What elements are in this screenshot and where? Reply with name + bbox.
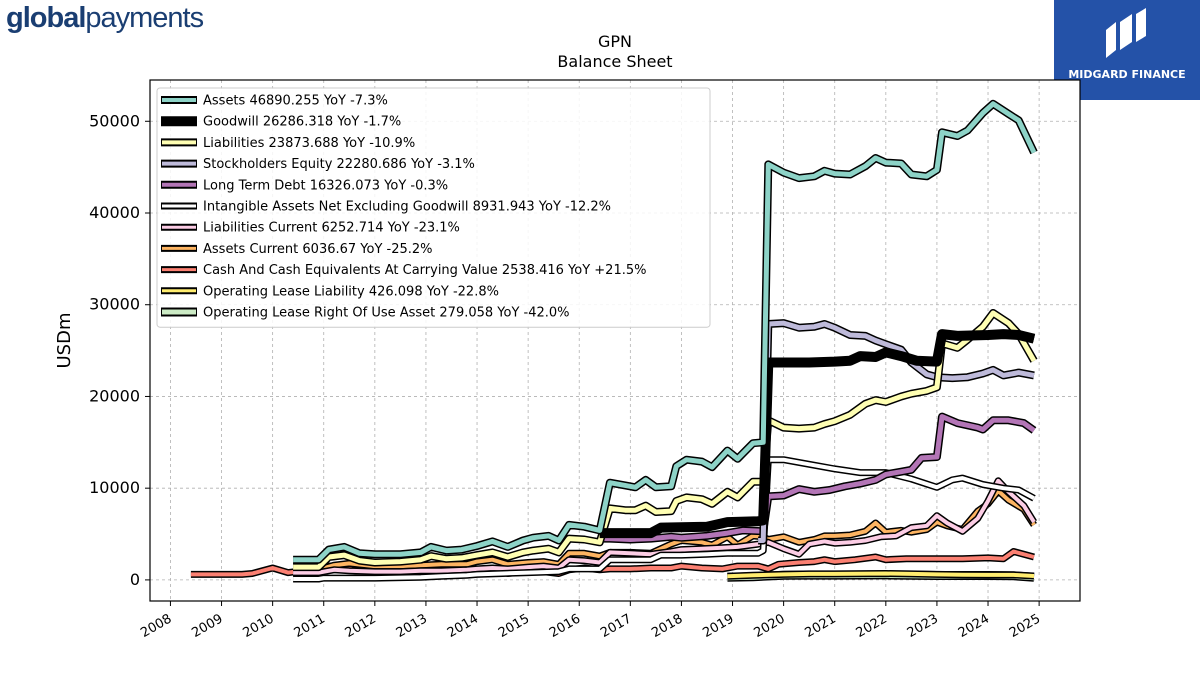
series-line — [599, 329, 1036, 539]
series-line — [293, 477, 1037, 577]
series-stroke — [293, 457, 1035, 581]
x-tick-label: 2018 — [649, 611, 685, 641]
x-tick-label: 2014 — [445, 611, 481, 641]
x-tick-label: 2017 — [598, 611, 634, 641]
legend-entry: Operating Lease Right Of Use Asset 279.0… — [203, 306, 570, 321]
legend-entry: Liabilities 23873.688 YoY -10.9% — [203, 136, 415, 151]
x-tick-label: 2013 — [394, 611, 430, 641]
midgard-finance-label: MIDGARD FINANCE — [1068, 68, 1186, 81]
x-tick-label: 2009 — [189, 611, 225, 641]
midgard-finance-logo: MIDGARD FINANCE — [1054, 0, 1200, 100]
x-tick-label: 2016 — [547, 611, 583, 641]
legend-entry: Stockholders Equity 22280.686 YoY -3.1% — [203, 157, 475, 172]
x-tick-label: 2019 — [700, 611, 736, 641]
series-stroke — [293, 310, 1037, 570]
x-tick-label: 2023 — [905, 611, 941, 641]
midgard-emblem-icon — [1106, 8, 1146, 58]
legend-entry: Intangible Assets Net Excluding Goodwill… — [203, 200, 611, 215]
x-tick-label: 2021 — [803, 611, 839, 641]
x-tick-label: 2008 — [138, 611, 174, 641]
series-stroke — [293, 478, 1036, 575]
series-stroke — [293, 101, 1037, 563]
y-tick-label: 0 — [130, 570, 140, 589]
legend-entry: Liabilities Current 6252.714 YoY -23.1% — [203, 221, 460, 236]
x-tick-label: 2010 — [240, 611, 276, 641]
legend-entry: Cash And Cash Equivalents At Carrying Va… — [203, 263, 646, 278]
x-tick-label: 2015 — [496, 611, 532, 641]
series-stroke — [599, 330, 1035, 537]
x-tick-label: 2022 — [854, 611, 890, 641]
y-tick-label: 50000 — [89, 111, 140, 130]
x-tick-label: 2011 — [292, 611, 328, 641]
legend-entry: Goodwill 26286.318 YoY -1.7% — [203, 115, 401, 130]
legend-box — [156, 87, 711, 328]
legend-entry: Long Term Debt 16326.073 YoY -0.3% — [203, 178, 448, 193]
y-axis-label: USDm — [54, 313, 75, 369]
x-tick-label: 2020 — [751, 611, 787, 641]
y-tick-label: 40000 — [89, 203, 140, 222]
series-stroke — [727, 571, 1035, 579]
global-payments-logo: globalpayments — [6, 2, 204, 34]
series-stroke — [758, 320, 1035, 543]
series-line — [758, 319, 1035, 545]
legend-entry: Operating Lease Liability 426.098 YoY -2… — [203, 284, 499, 299]
series-line — [727, 570, 1035, 580]
series-line — [599, 412, 1037, 544]
x-tick-label: 2012 — [343, 611, 379, 641]
y-tick-label: 20000 — [89, 386, 140, 405]
x-tick-label: 2024 — [956, 611, 992, 641]
legend-entry: Assets 46890.255 YoY -7.3% — [203, 94, 388, 109]
y-tick-label: 10000 — [89, 478, 140, 497]
series-stroke — [599, 414, 1036, 542]
series-line — [293, 309, 1038, 572]
x-tick-label: 2025 — [1007, 611, 1043, 641]
axes-frame — [149, 79, 1081, 602]
y-tick-label: 30000 — [89, 295, 140, 314]
chart-title: GPN — [597, 32, 632, 51]
legend-entry: Assets Current 6036.67 YoY -25.2% — [203, 242, 433, 257]
chart-subtitle: Balance Sheet — [557, 52, 673, 71]
series-line — [293, 99, 1038, 564]
series-line — [293, 456, 1036, 583]
